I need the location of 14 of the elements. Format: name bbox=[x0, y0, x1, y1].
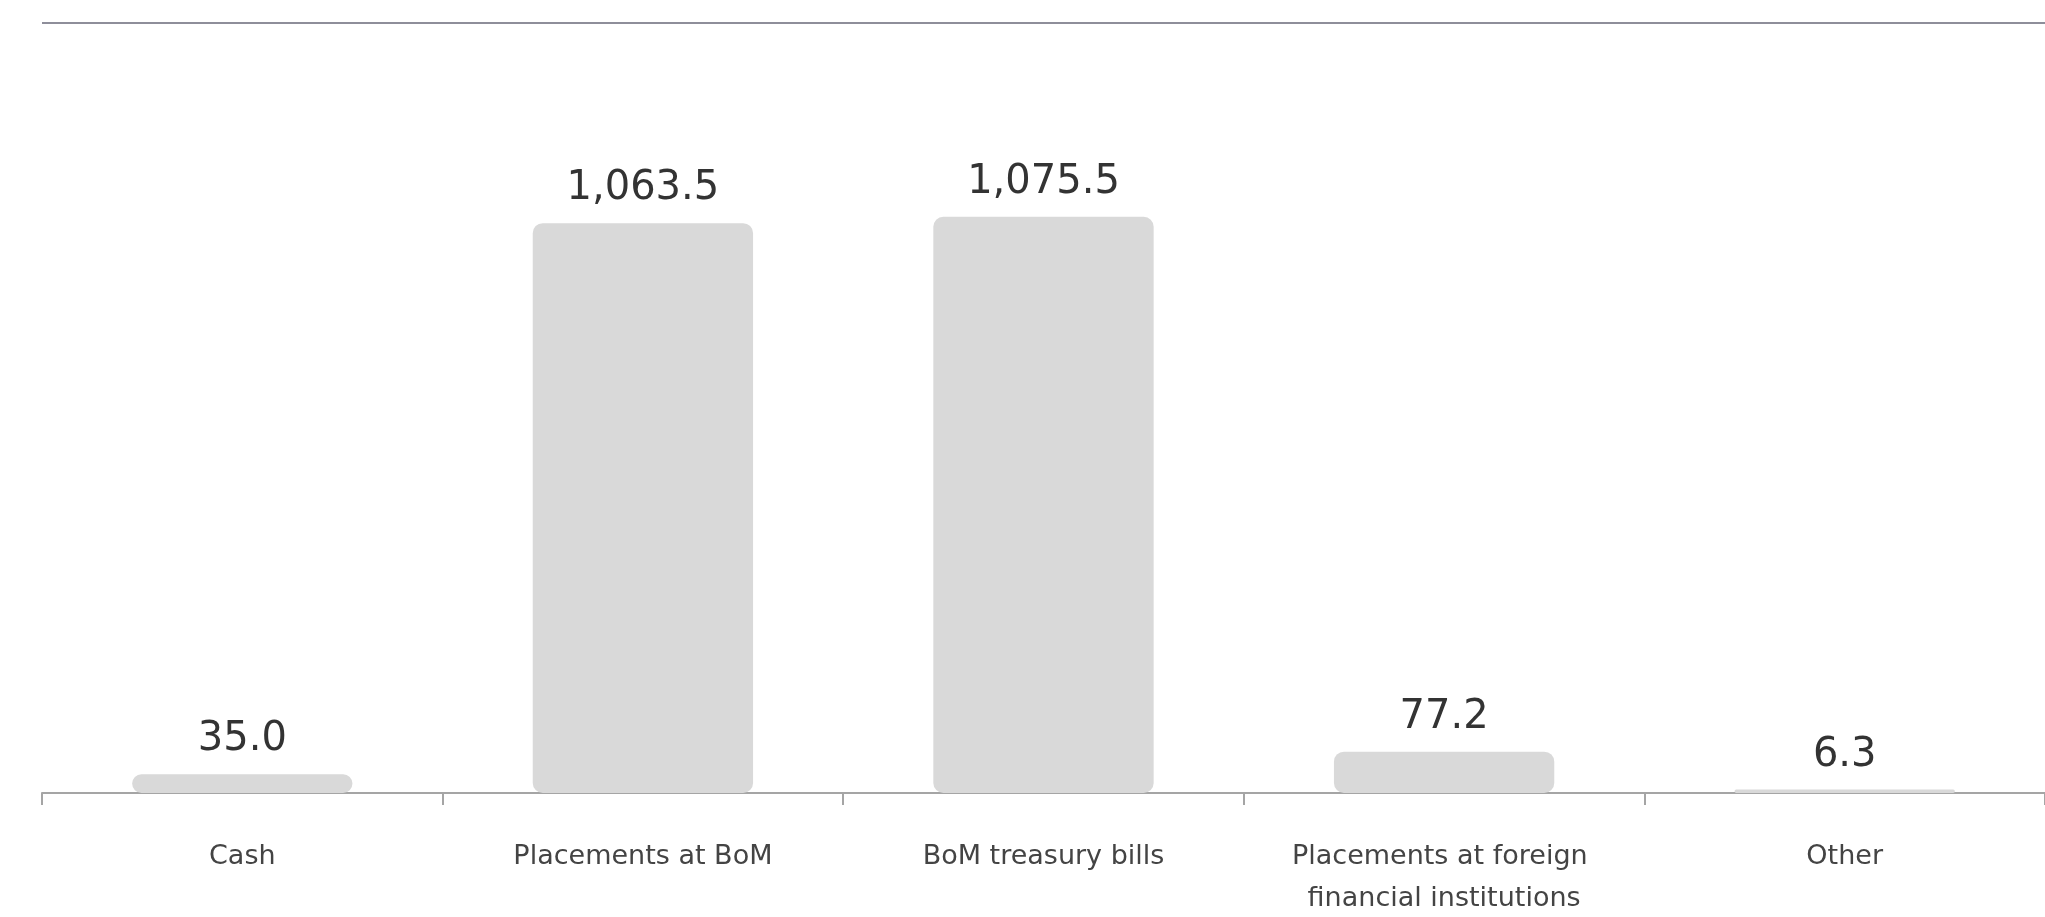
x-tick-label: Other bbox=[1806, 838, 1884, 870]
data-label: 6.3 bbox=[1812, 728, 1877, 775]
x-tick-label: BoM treasury bills bbox=[922, 838, 1165, 870]
data-label: 1,075.5 bbox=[967, 155, 1120, 202]
bar bbox=[1333, 751, 1555, 793]
bar bbox=[532, 223, 754, 793]
x-tick-label: Placements at BoM bbox=[513, 838, 773, 870]
data-label: 1,063.5 bbox=[566, 162, 720, 209]
data-label: 35.0 bbox=[197, 713, 287, 760]
bar bbox=[933, 216, 1154, 793]
data-label: 77.2 bbox=[1399, 690, 1489, 737]
bar bbox=[132, 774, 353, 793]
x-tick-label: Cash bbox=[209, 838, 276, 870]
x-tick-label: Placements at foreign financial institutions bbox=[1291, 838, 1597, 912]
